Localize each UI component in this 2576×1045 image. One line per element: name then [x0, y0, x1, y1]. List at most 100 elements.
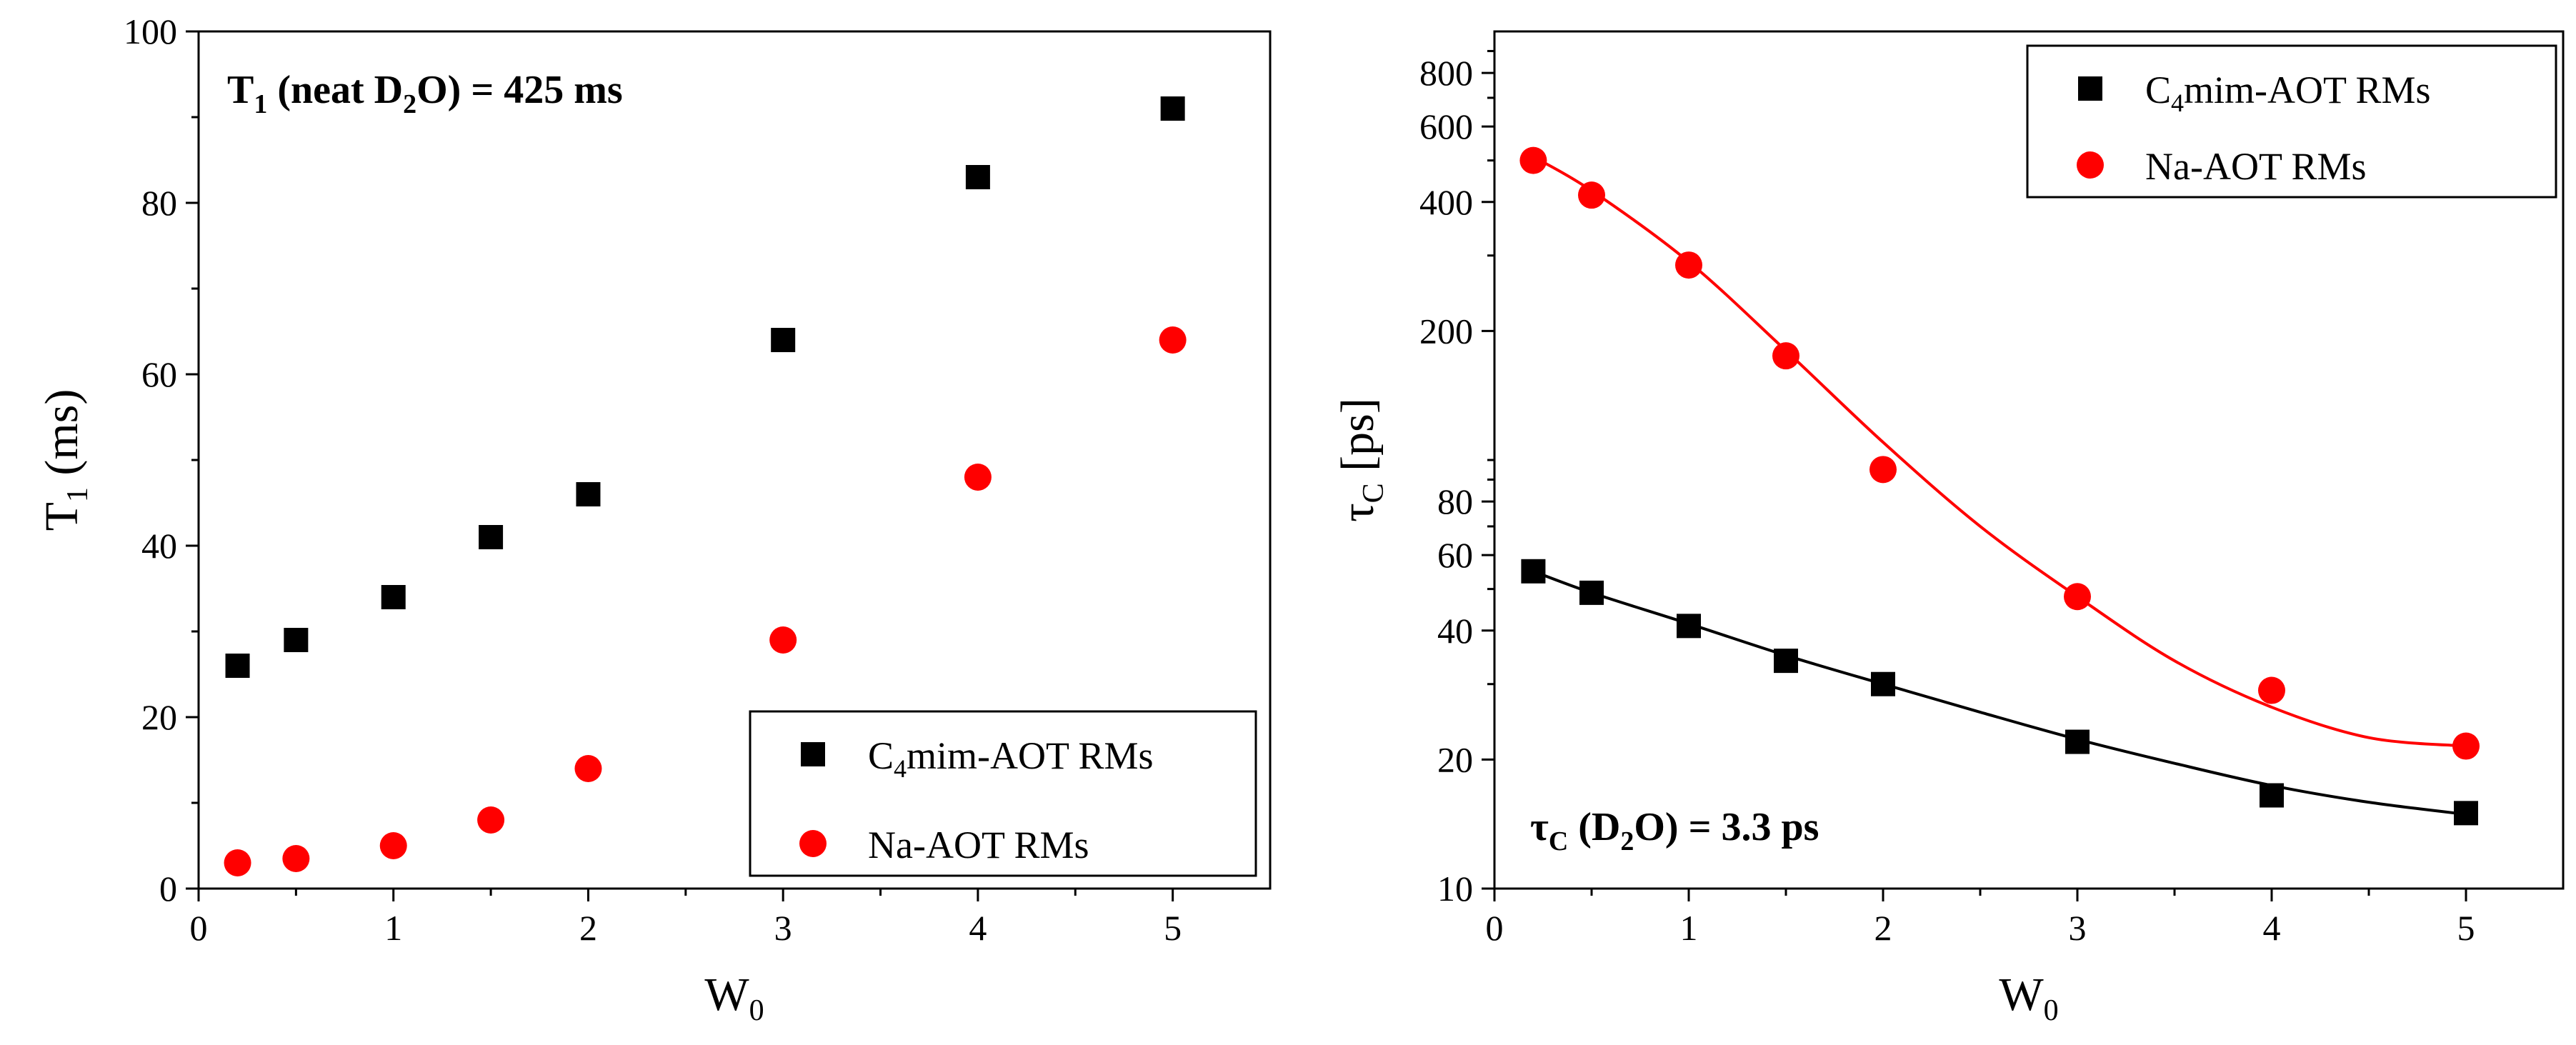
y-tick-label: 600 [1419, 106, 1473, 146]
legend-marker-circle [2077, 151, 2104, 179]
annotation-part: O) = 425 ms [416, 68, 623, 112]
data-point-circle [964, 464, 992, 491]
y-axis-label-main: T [36, 502, 88, 531]
y-tick-label: 20 [141, 697, 177, 737]
fit-curve [1532, 155, 2467, 748]
annotation-part: O) = 3.3 ps [1634, 805, 1819, 849]
annotation-part: (neat D [267, 68, 403, 112]
annotation-part: (D [1568, 805, 1620, 849]
y-tick-label: 60 [141, 354, 177, 394]
x-tick-label: 4 [2263, 908, 2281, 948]
x-axis-label-subscript: 0 [2044, 994, 2059, 1027]
data-point-circle [224, 849, 251, 876]
data-point-square [1579, 580, 1604, 605]
x-tick-label: 0 [190, 908, 208, 948]
x-tick-label: 1 [1680, 908, 1698, 948]
data-point-circle [1675, 251, 1702, 279]
data-point-square [2260, 783, 2284, 808]
annotation-text: T1 (neat D2O) = 425 ms [227, 68, 623, 119]
y-tick-label: 100 [124, 11, 177, 51]
data-point-square [1774, 649, 1798, 674]
data-point-circle [2452, 732, 2480, 760]
legend: C4mim-AOT RMs Na-AOT RMs [2026, 44, 2557, 199]
legend-label: C4mim-AOT RMs [868, 734, 1154, 783]
x-tick-label: 3 [2069, 908, 2087, 948]
annotation-subscript: 1 [254, 89, 267, 119]
data-point-circle [574, 755, 602, 782]
fit-curve [1532, 569, 2467, 816]
x-tick-label: 2 [579, 908, 597, 948]
legend-label-part: mim-AOT RMs [907, 734, 1154, 777]
y-axis-label-rest: (ms) [36, 389, 88, 487]
data-point-square [1871, 671, 1895, 696]
x-tick-label: 1 [384, 908, 402, 948]
data-point-square [576, 482, 601, 506]
y-tick-label: 80 [141, 183, 177, 223]
x-axis-label-main: W [704, 969, 749, 1021]
y-tick-label: 400 [1419, 182, 1473, 222]
data-point-square [479, 525, 504, 549]
y-tick-label: 800 [1419, 53, 1473, 93]
y-tick-label: 40 [1437, 611, 1473, 651]
annotation-subscript: 2 [1620, 826, 1634, 856]
legend-label-subscript: 4 [2171, 89, 2184, 117]
legend-label-subscript: 4 [894, 754, 907, 783]
x-axis-label-main: W [1999, 969, 2044, 1021]
y-tick-label: 200 [1419, 311, 1473, 351]
legend-label-part: Na-AOT RMs [868, 824, 1089, 866]
x-axis-label-subscript: 0 [749, 994, 764, 1027]
data-point-circle [2064, 583, 2091, 611]
data-point-circle [1159, 326, 1187, 354]
data-point-circle [1519, 146, 1547, 174]
y-tick-label: 0 [159, 869, 177, 909]
y-axis-label: τC [ps] [1332, 398, 1390, 522]
legend-label-part: C [868, 734, 894, 777]
data-point-square [771, 328, 796, 352]
legend-label-part: C [2145, 69, 2171, 111]
data-point-square [1160, 96, 1185, 121]
data-point-square [2065, 729, 2090, 754]
data-point-square [1677, 614, 1701, 639]
x-axis-label: W0 [1999, 969, 2058, 1027]
annotation-text: τC (D2O) = 3.3 ps [1530, 805, 1819, 856]
data-point-square [2454, 801, 2478, 826]
legend: C4mim-AOT RMs Na-AOT RMs [749, 710, 1257, 877]
data-point-circle [477, 806, 505, 834]
data-point-circle [379, 832, 407, 859]
y-axis-label: T1 (ms) [36, 389, 94, 531]
legend-label: Na-AOT RMs [2145, 145, 2367, 188]
data-point-square [284, 628, 309, 652]
y-tick-label: 60 [1437, 535, 1473, 575]
annotation-part: τ [1530, 805, 1549, 849]
x-tick-label: 5 [2457, 908, 2475, 948]
data-point-square [381, 585, 406, 609]
data-point-circle [769, 626, 797, 654]
legend-marker-square [2078, 76, 2102, 101]
data-point-circle [1772, 342, 1799, 370]
legend-label-part: mim-AOT RMs [2184, 69, 2431, 111]
x-tick-label: 2 [1874, 908, 1892, 948]
x-axis-label: W0 [704, 969, 764, 1027]
legend-label: Na-AOT RMs [868, 824, 1089, 866]
y-tick-label: 10 [1437, 869, 1473, 909]
data-point-square [965, 165, 990, 189]
legend-label: C4mim-AOT RMs [2145, 69, 2431, 117]
y-axis-label-subscript: C [1357, 483, 1390, 503]
data-point-circle [1578, 181, 1605, 209]
x-tick-label: 5 [1164, 908, 1182, 948]
data-point-square [225, 654, 250, 678]
legend-box [2026, 44, 2557, 199]
x-tick-label: 0 [1486, 908, 1504, 948]
annotation-part: T [227, 68, 254, 112]
legend-marker-circle [799, 830, 827, 857]
legend-box [749, 710, 1257, 877]
y-axis-label-rest: [ps] [1332, 398, 1384, 483]
y-tick-label: 20 [1437, 739, 1473, 779]
data-point-circle [282, 845, 310, 872]
x-tick-label: 4 [969, 908, 987, 948]
annotation-subscript: C [1549, 826, 1568, 856]
